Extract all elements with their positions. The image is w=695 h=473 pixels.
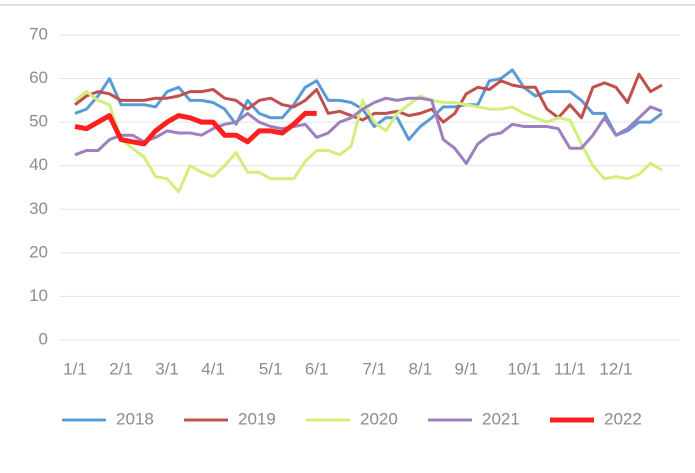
x-tick-label: 9/1: [455, 359, 479, 378]
x-tick-label: 4/1: [201, 359, 225, 378]
x-tick-label: 10/1: [507, 359, 540, 378]
y-tick-label: 40: [29, 155, 48, 174]
legend-label: 2019: [238, 409, 276, 428]
legend-label: 2020: [360, 409, 398, 428]
y-tick-label: 50: [29, 112, 48, 131]
series-line: [74, 110, 317, 147]
legend-label: 2021: [482, 409, 520, 428]
y-tick-label: 60: [29, 68, 48, 87]
series-line: [74, 72, 663, 124]
x-tick-label: 6/1: [305, 359, 329, 378]
series-line: [74, 90, 663, 194]
x-tick-label: 7/1: [362, 359, 386, 378]
x-tick-label: 1/1: [63, 359, 87, 378]
series-line: [74, 96, 663, 165]
x-tick-label: 8/1: [408, 359, 432, 378]
y-tick-label: 70: [29, 24, 48, 43]
x-tick-label: 5/1: [259, 359, 283, 378]
x-tick-label: 11/1: [554, 359, 586, 378]
legend-label: 2018: [116, 409, 154, 428]
y-tick-label: 30: [29, 199, 48, 218]
y-tick-label: 20: [29, 242, 48, 261]
x-tick-label: 12/1: [599, 359, 632, 378]
x-tick-label: 3/1: [155, 359, 179, 378]
y-tick-label: 10: [29, 286, 48, 305]
legend-label: 2022: [604, 409, 642, 428]
x-tick-label: 2/1: [109, 359, 133, 378]
y-tick-label: 0: [39, 329, 48, 348]
